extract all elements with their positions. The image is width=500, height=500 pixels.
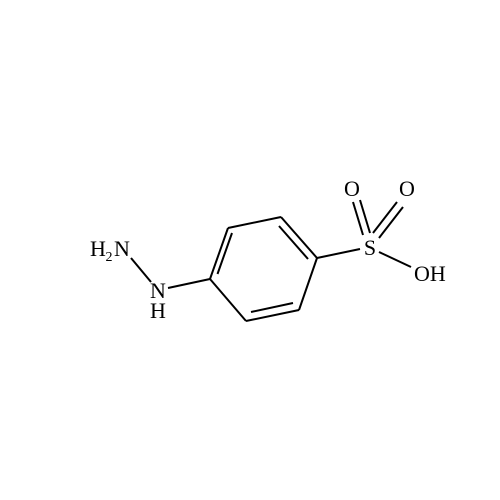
atom-o1: O — [344, 176, 360, 201]
atom-n1-h: H — [150, 298, 166, 323]
bond-c6-c1 — [210, 279, 246, 321]
atom-n2-2: 2 — [106, 250, 113, 265]
atom-n2-h: H — [90, 236, 106, 261]
bond-c4-c5 — [299, 258, 317, 310]
atom-o2: O — [399, 176, 415, 201]
atom-labels-group: S O O OH N H H 2 N — [90, 176, 446, 323]
atom-s: S — [364, 235, 376, 260]
bond-c2-c3 — [228, 217, 281, 228]
bond-s-oh — [379, 252, 411, 267]
bond-c1-n1 — [168, 279, 210, 288]
molecule-diagram: S O O OH N H H 2 N — [0, 0, 500, 500]
bond-n1-n2 — [131, 258, 151, 282]
atom-oh: OH — [414, 261, 446, 286]
bond-c3-c4-outer — [281, 217, 317, 258]
atom-n2-n: N — [114, 236, 130, 261]
bond-c5-c6-inner — [251, 303, 293, 312]
bond-s-o2-b — [379, 207, 403, 238]
bond-c4-s — [317, 249, 360, 258]
bond-s-o2-a — [373, 202, 397, 233]
bonds-group — [131, 200, 411, 321]
